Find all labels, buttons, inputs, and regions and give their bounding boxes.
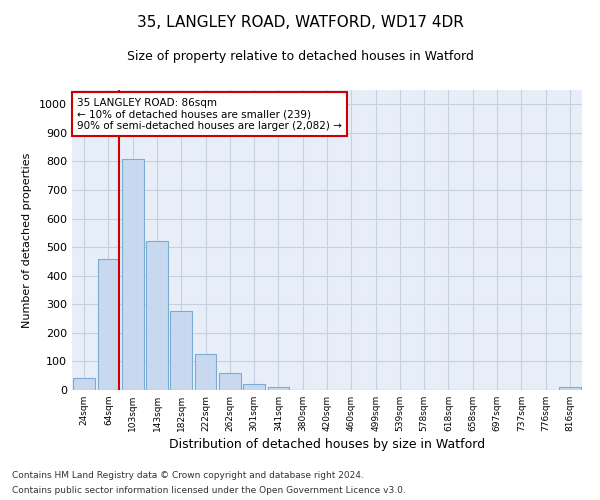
- Text: Size of property relative to detached houses in Watford: Size of property relative to detached ho…: [127, 50, 473, 63]
- Text: 35 LANGLEY ROAD: 86sqm
← 10% of detached houses are smaller (239)
90% of semi-de: 35 LANGLEY ROAD: 86sqm ← 10% of detached…: [77, 98, 342, 130]
- Bar: [122, 158, 143, 390]
- Bar: [559, 387, 581, 390]
- Text: Contains public sector information licensed under the Open Government Licence v3: Contains public sector information licen…: [12, 486, 406, 495]
- Bar: [268, 386, 289, 390]
- Bar: [97, 258, 119, 390]
- Text: 35, LANGLEY ROAD, WATFORD, WD17 4DR: 35, LANGLEY ROAD, WATFORD, WD17 4DR: [137, 15, 463, 30]
- Bar: [243, 384, 265, 390]
- X-axis label: Distribution of detached houses by size in Watford: Distribution of detached houses by size …: [169, 438, 485, 451]
- Bar: [73, 378, 95, 390]
- Bar: [146, 242, 168, 390]
- Y-axis label: Number of detached properties: Number of detached properties: [22, 152, 32, 328]
- Bar: [170, 312, 192, 390]
- Bar: [219, 374, 241, 390]
- Bar: [194, 354, 217, 390]
- Text: Contains HM Land Registry data © Crown copyright and database right 2024.: Contains HM Land Registry data © Crown c…: [12, 471, 364, 480]
